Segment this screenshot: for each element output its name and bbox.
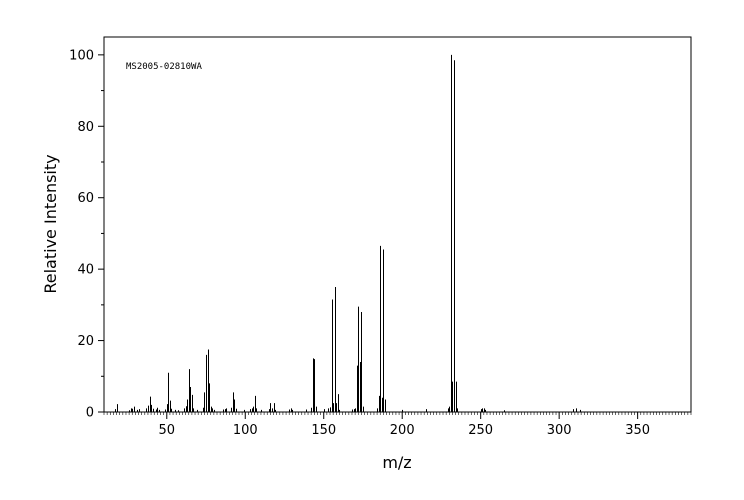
x-tick-label: 200 (390, 423, 415, 438)
peak-series (115, 54, 581, 412)
y-axis-title: Relative Intensity (41, 154, 60, 293)
x-tick-label: 150 (311, 423, 336, 438)
x-tick-label: 250 (468, 423, 493, 438)
y-tick-label: 60 (77, 191, 94, 206)
x-tick-label: 350 (625, 423, 650, 438)
plot-frame (103, 36, 692, 413)
y-tick-label: 80 (77, 120, 94, 135)
y-tick-label: 40 (77, 263, 94, 278)
x-axis-ticks: 50 100 150 200 250 300 350 (159, 412, 650, 438)
x-tick-label: 300 (547, 423, 572, 438)
y-tick-label: 0 (86, 406, 94, 421)
spectrum-id-annotation: MS2005-02810WA (126, 62, 202, 72)
y-tick-label: 20 (77, 334, 94, 349)
y-axis-ticks: 0 20 40 60 80 100 (69, 48, 104, 421)
x-tick-label: 100 (233, 423, 258, 438)
x-axis-title: m/z (382, 453, 411, 472)
x-tick-label: 50 (159, 423, 176, 438)
y-tick-label: 100 (69, 48, 94, 63)
